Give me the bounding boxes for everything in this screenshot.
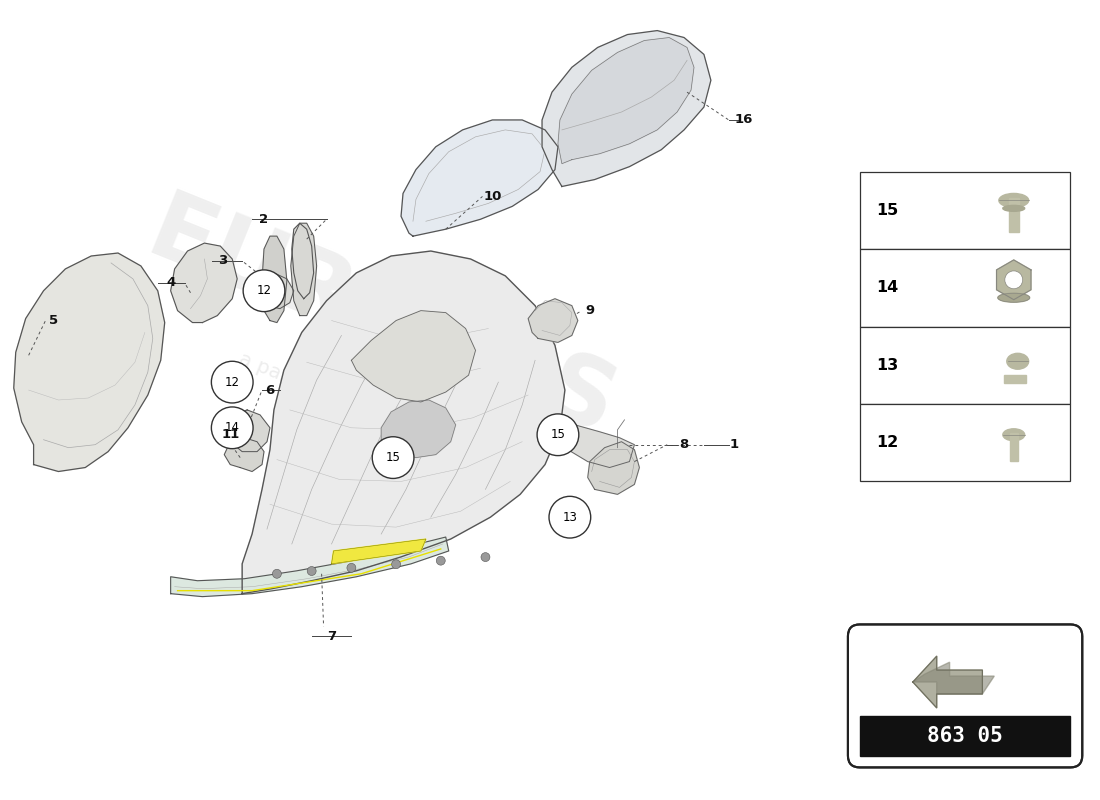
Polygon shape [242,251,565,594]
Polygon shape [382,400,455,458]
Circle shape [211,362,253,403]
Circle shape [243,270,285,312]
Circle shape [346,563,356,572]
Bar [860,326,1070,404]
Text: 4: 4 [166,276,175,290]
Text: 14: 14 [877,280,899,295]
Text: 15: 15 [877,203,899,218]
Text: 2: 2 [260,213,268,226]
Text: 5: 5 [48,314,58,327]
Text: 6: 6 [265,383,275,397]
Circle shape [273,570,282,578]
Polygon shape [587,442,639,494]
Polygon shape [528,298,578,342]
Bar [860,404,1070,482]
Polygon shape [290,223,317,315]
Polygon shape [260,273,294,309]
Polygon shape [170,243,238,322]
Polygon shape [542,30,711,186]
Polygon shape [402,120,558,236]
Bar [860,171,1070,249]
Ellipse shape [1006,354,1028,370]
Text: 8: 8 [680,438,689,451]
Polygon shape [997,260,1031,300]
Bar [1009,198,1019,232]
Circle shape [1004,271,1023,289]
Ellipse shape [999,194,1028,207]
Text: 12: 12 [877,435,899,450]
Text: 12: 12 [224,376,240,389]
Text: 14: 14 [224,422,240,434]
Text: 13: 13 [562,510,578,524]
FancyBboxPatch shape [848,625,1082,767]
Circle shape [549,496,591,538]
Text: EUROPES: EUROPES [134,185,628,456]
Polygon shape [331,539,426,564]
Text: 12: 12 [256,284,272,298]
Bar [1010,433,1018,461]
Text: 15: 15 [550,428,565,442]
Polygon shape [351,310,475,402]
Text: 16: 16 [735,114,752,126]
Circle shape [437,556,446,565]
Text: 863 05: 863 05 [927,726,1003,746]
Polygon shape [292,223,313,298]
Text: 11: 11 [221,428,240,442]
Polygon shape [262,236,287,322]
Ellipse shape [1003,206,1025,211]
Ellipse shape [998,294,1030,302]
Text: 10: 10 [483,190,502,203]
Text: 1: 1 [729,438,738,451]
Polygon shape [913,662,994,694]
Circle shape [537,414,579,456]
Circle shape [211,407,253,449]
Text: 3: 3 [218,254,227,267]
Text: 13: 13 [877,358,899,373]
Polygon shape [224,438,264,471]
Text: 15: 15 [386,451,400,464]
Text: 7: 7 [327,630,337,643]
Polygon shape [228,410,270,452]
Polygon shape [170,537,449,597]
Circle shape [372,437,414,478]
Bar [1004,375,1025,383]
Text: 9: 9 [585,304,594,317]
Polygon shape [558,38,694,164]
Bar [860,249,1070,326]
Polygon shape [14,253,165,471]
Circle shape [392,560,400,569]
Circle shape [481,553,490,562]
Text: a passion for parts since 1985: a passion for parts since 1985 [236,349,526,481]
Circle shape [307,566,316,575]
Ellipse shape [1003,429,1025,441]
Polygon shape [556,420,635,467]
Polygon shape [913,656,982,708]
Bar [860,716,1070,755]
